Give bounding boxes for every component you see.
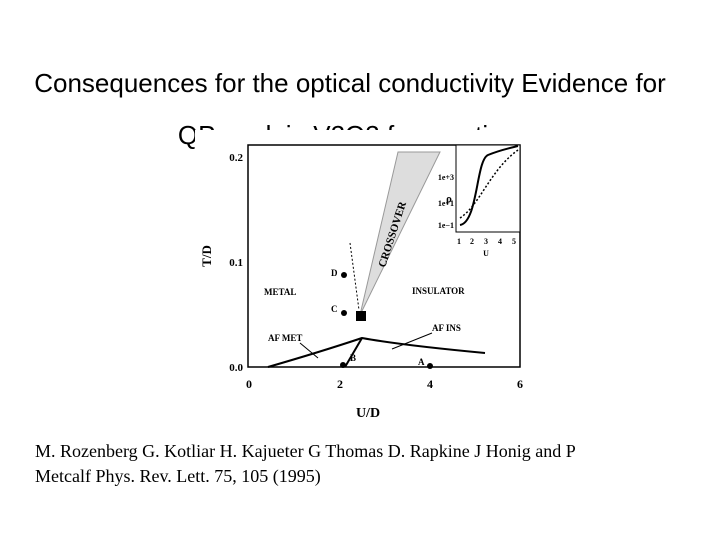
citation-line: Metcalf Phys. Rev. Lett. 75, 105 (1995) [35,466,321,487]
y-axis-label: T/D [199,245,214,267]
mit-line [344,337,363,368]
phase-diagram: D C B A METAL INSULATOR CROSSOVER AF MET… [199,144,523,421]
point-label: D [331,268,338,278]
point [340,362,346,368]
region-label: AF MET [268,333,302,343]
inset-y-tick: 1e+1 [438,199,454,208]
x-tick-label: 6 [517,377,523,391]
inset-curve [459,145,519,226]
region-label: INSULATOR [412,286,465,296]
arrow [299,342,319,359]
region-label: AF INS [432,323,461,333]
inset-curve [459,149,519,219]
crossover-wedge [359,151,441,316]
plot-frame [247,144,521,368]
arrow [391,332,433,350]
critical-point [356,311,366,321]
inset-x-tick: 3 [484,237,488,246]
inset-x-tick: 5 [512,237,516,246]
inset-x-tick: 2 [470,237,474,246]
x-axis-label: U/D [356,406,380,421]
x-tick-label: 0 [246,377,252,391]
region-label: METAL [264,287,296,297]
citation-line: M. Rozenberg G. Kotliar H. Kajueter G Th… [35,441,576,461]
inset-x-label: U [483,249,489,258]
inset-frame [455,144,521,233]
inset-x-tick: 1 [457,237,461,246]
inset-x-tick: 4 [498,237,502,246]
inset-y-label: ρ [446,193,452,205]
point-label: A [418,357,425,367]
point [427,363,433,369]
y-tick-label: 0.2 [229,152,243,164]
point [341,272,347,278]
point [341,310,347,316]
y-tick-label: 0.1 [229,257,243,269]
inset: ρ 1e+3 1e+1 1e−1 1 2 3 4 5 U [438,144,521,258]
inset-y-tick: 1e−1 [438,221,454,230]
point-label: C [331,304,338,314]
point-label: B [350,353,356,363]
title-line: Consequences for the optical conductivit… [34,68,666,98]
inset-y-tick: 1e+3 [438,173,454,182]
x-tick-label: 2 [337,377,343,391]
x-tick-label: 4 [427,377,433,391]
y-tick-label: 0.0 [229,362,243,374]
af-boundary [267,336,486,368]
dotted-line [349,242,360,311]
